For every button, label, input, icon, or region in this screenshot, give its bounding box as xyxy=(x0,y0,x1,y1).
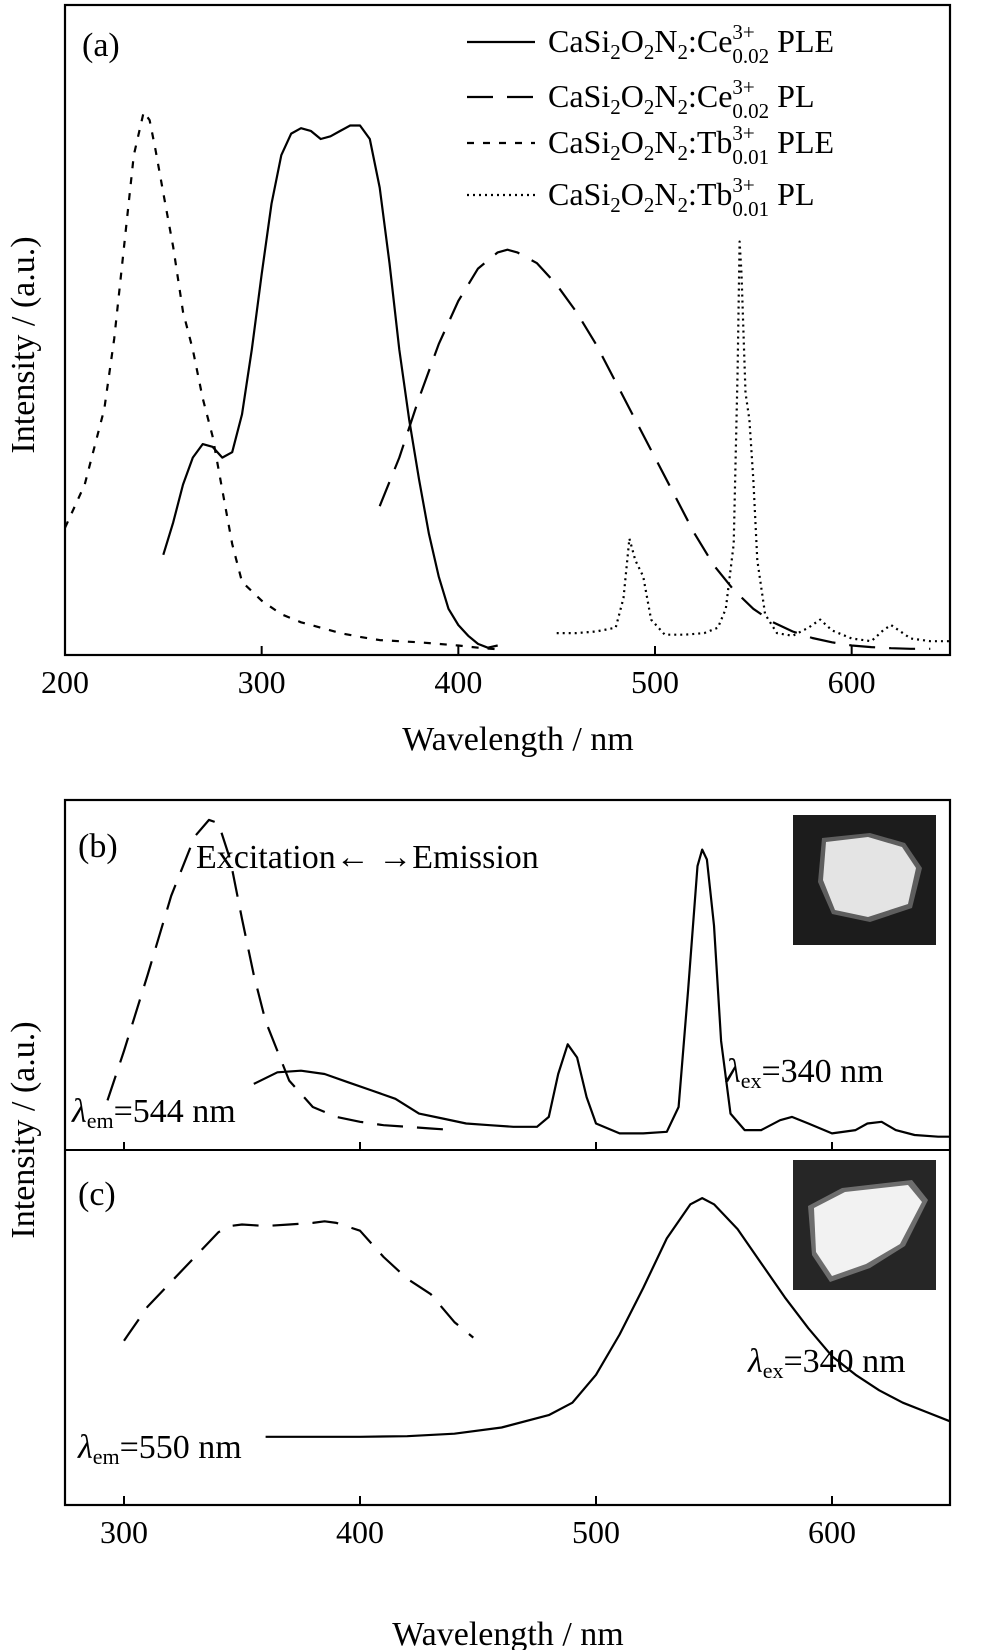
panel-c-series-solid-1 xyxy=(265,1196,951,1438)
panel-b-lambda-em: λem=544 nm xyxy=(71,1093,236,1133)
panel-a-x-tick-label: 400 xyxy=(434,664,482,700)
panel-a-legend: CaSi2O2N2:Ce3+ 0.02 PLE CaSi2O2N2:Ce3+ 0.02… xyxy=(467,20,834,221)
panel-c-label: (c) xyxy=(78,1176,116,1213)
panel-b-series-dashed-0 xyxy=(106,818,455,1132)
panel-a-label: (a) xyxy=(82,27,120,64)
panel-a-x-tick-label: 200 xyxy=(41,664,89,700)
panel-a-x-axis-label: Wavelength / nm xyxy=(402,721,633,758)
panel-b-label: (b) xyxy=(78,828,118,865)
panel-c-x-ticks: 300 400 500 600 xyxy=(100,1496,856,1550)
legend-entry-0: CaSi2O2N2:Ce3+ 0.02 PLE xyxy=(548,20,834,68)
panel-c-x-tick-label: 400 xyxy=(336,1514,384,1550)
panel-a: 200 300 400 500 600 (a) Wavelength / nm Inte… xyxy=(5,3,952,758)
panel-a-y-axis-label: Intensity / (a.u.) xyxy=(5,236,42,453)
panel-b-inset-photo xyxy=(793,815,936,945)
panel-b-curves xyxy=(106,818,950,1150)
panel-a-series-solid-0 xyxy=(162,124,498,649)
panel-a-curves xyxy=(63,110,950,651)
panel-c-x-tick-label: 600 xyxy=(808,1514,856,1550)
panel-a-x-tick-label: 600 xyxy=(828,664,876,700)
panel-a-x-tick-label: 300 xyxy=(238,664,286,700)
panel-bc-y-axis-label: Intensity / (a.u.) xyxy=(5,1021,42,1238)
legend-entry-2: CaSi2O2N2:Tb3+ 0.01 PLE xyxy=(548,121,834,169)
legend-entry-1: CaSi2O2N2:Ce3+ 0.02 PL xyxy=(548,75,814,123)
panel-a-series-dotted-3 xyxy=(556,240,950,643)
panel-c-x-tick-label: 300 xyxy=(100,1514,148,1550)
panel-b-lambda-ex: λex=340 nm xyxy=(725,1053,884,1093)
panel-c-x-axis-label: Wavelength / nm xyxy=(392,1616,623,1650)
panel-c-lambda-em: λem=550 nm xyxy=(77,1429,242,1469)
direction-annotation: Excitation← →Emission xyxy=(196,839,539,876)
panel-c-series-dashed-0 xyxy=(123,1220,474,1342)
panel-b-series-solid-1 xyxy=(253,848,950,1138)
panel-bc: 300 400 500 600 (b) (c) Excitation← →Emissi… xyxy=(5,798,952,1650)
panel-c-inset-photo xyxy=(793,1160,936,1290)
panel-a-x-ticks: 200 300 400 500 600 xyxy=(41,646,876,700)
panel-c-x-tick-label: 500 xyxy=(572,1514,620,1550)
panel-a-x-tick-label: 500 xyxy=(631,664,679,700)
panel-c-lambda-ex: λex=340 nm xyxy=(747,1343,906,1383)
panel-c-curves xyxy=(123,1196,951,1438)
panel-bc-plot-frame xyxy=(63,798,952,1507)
panel-a-series-dashed-1 xyxy=(378,248,931,650)
panel-a-plot-frame xyxy=(63,3,952,657)
legend-entry-3: CaSi2O2N2:Tb3+ 0.01 PL xyxy=(548,173,814,221)
